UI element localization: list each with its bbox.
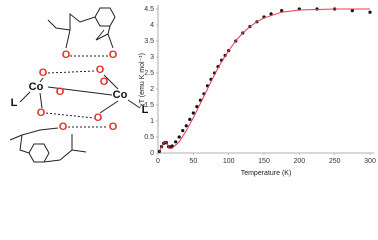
data-point (181, 129, 185, 133)
y-tick-label: 1 (150, 118, 154, 125)
y-tick-label: 2.5 (144, 70, 154, 77)
y-tick-label: 4 (150, 22, 154, 29)
atom-label: L (142, 104, 149, 116)
y-tick-label: 0.5 (144, 134, 154, 141)
atom-label: Co (113, 89, 128, 101)
bond (127, 99, 141, 109)
bond (99, 100, 119, 114)
bond (71, 149, 87, 153)
fit-line (158, 8, 370, 152)
data-point (174, 140, 178, 144)
x-tick-label: 0 (156, 158, 160, 165)
data-point (368, 10, 372, 14)
data-point (350, 8, 354, 13)
y-axis-label: χT (emu K mol⁻¹) (139, 53, 146, 107)
bond (43, 134, 73, 163)
y-tick-label: 1.5 (144, 102, 154, 109)
y-tick-label: 2 (150, 86, 154, 93)
bond (39, 92, 43, 109)
atom-label: O (39, 67, 48, 79)
data-point (177, 135, 181, 139)
y-tick-label: 4.5 (144, 6, 154, 13)
benzene-ring (94, 7, 116, 27)
chart: χT (emu K mol⁻¹) Temperature (K) 0 0.5 1 1.… (139, 5, 376, 177)
bond (47, 86, 113, 96)
atom-label: O (94, 112, 103, 124)
atom-label: Co (29, 81, 44, 93)
coordination (47, 70, 96, 74)
x-tick-label: 250 (329, 158, 341, 165)
y-tick-label: 0 (150, 150, 154, 157)
bond (103, 74, 119, 90)
x-tick-label: 200 (293, 158, 305, 165)
bond (9, 134, 23, 141)
y-tick-label: 3 (150, 54, 154, 61)
data-point (195, 105, 199, 109)
data-point (269, 12, 273, 16)
atom-label: O (37, 107, 46, 119)
coordination (45, 112, 95, 119)
data-point (280, 8, 284, 13)
bond (65, 12, 96, 49)
atom-label: O (59, 121, 68, 133)
bond (19, 91, 31, 103)
y-tick-label: 3.5 (144, 38, 154, 45)
x-tick-label: 100 (223, 158, 235, 165)
x-tick-label: 50 (189, 158, 197, 165)
bond (107, 25, 114, 49)
bond (95, 29, 109, 41)
atom-label: O (100, 76, 109, 88)
benzene-ring (28, 143, 50, 163)
atom-label: O (109, 49, 118, 61)
atom-label: O (109, 121, 118, 133)
data-point (188, 117, 192, 121)
x-tick-label: 300 (364, 158, 376, 165)
data-point (184, 124, 188, 128)
atom-label: O (62, 49, 71, 61)
data-point (170, 144, 174, 148)
x-tick-label: 150 (258, 158, 270, 165)
bond (47, 19, 71, 31)
bond (19, 127, 59, 154)
x-axis-label: Temperature (K) (241, 170, 292, 177)
atom-label: L (11, 97, 18, 109)
atom-label: O (96, 64, 105, 76)
bond (39, 77, 44, 83)
atom-label: O (56, 86, 65, 98)
data-point (191, 111, 195, 115)
